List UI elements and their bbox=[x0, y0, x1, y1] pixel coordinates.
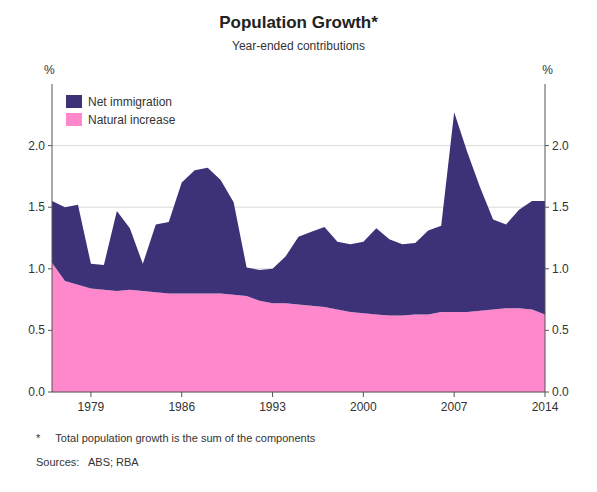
x-tick bbox=[545, 392, 546, 397]
legend-swatch bbox=[66, 113, 82, 126]
y-axis-line bbox=[52, 84, 53, 392]
x-tick-label: 1986 bbox=[168, 400, 195, 414]
y2-tick bbox=[545, 145, 549, 146]
y-tick bbox=[48, 392, 52, 393]
y2-tick-label: 1.0 bbox=[552, 262, 569, 276]
x-axis-line bbox=[52, 392, 545, 393]
y2-axis-line bbox=[545, 84, 546, 392]
legend-label: Net immigration bbox=[88, 95, 172, 109]
y-tick bbox=[48, 207, 52, 208]
x-tick bbox=[454, 392, 455, 397]
plot-area bbox=[52, 112, 545, 392]
y2-tick-label: 2.0 bbox=[552, 139, 569, 153]
y-tick-label: 1.0 bbox=[28, 262, 45, 276]
y2-tick bbox=[545, 330, 549, 331]
x-tick-label: 2014 bbox=[532, 400, 559, 414]
chart: Population Growth* Year-ended contributio… bbox=[0, 0, 597, 492]
y-tick-label: 0.0 bbox=[28, 385, 45, 399]
y2-tick bbox=[545, 207, 549, 208]
y2-tick-label: 0.5 bbox=[552, 323, 569, 337]
y2-axis-label: % bbox=[542, 63, 553, 77]
y-tick bbox=[48, 330, 52, 331]
y-tick-label: 2.0 bbox=[28, 139, 45, 153]
axes: 1979198619932000200720140.00.51.01.52.00… bbox=[28, 84, 569, 414]
x-tick bbox=[90, 392, 91, 397]
x-tick bbox=[181, 392, 182, 397]
x-tick-label: 2000 bbox=[350, 400, 377, 414]
x-tick bbox=[272, 392, 273, 397]
y2-tick-label: 1.5 bbox=[552, 200, 569, 214]
x-tick bbox=[363, 392, 364, 397]
y-tick-label: 0.5 bbox=[28, 323, 45, 337]
subtitle: Year-ended contributions bbox=[232, 39, 365, 53]
x-tick-label: 2007 bbox=[441, 400, 468, 414]
title: Population Growth* bbox=[219, 13, 378, 32]
y2-tick bbox=[545, 392, 549, 393]
grid-line bbox=[52, 392, 545, 393]
legend-label: Natural increase bbox=[88, 113, 176, 127]
y-axis-label: % bbox=[44, 63, 55, 77]
grid-line bbox=[52, 145, 545, 146]
legend-box bbox=[60, 88, 200, 134]
y-tick-label: 1.5 bbox=[28, 200, 45, 214]
area bbox=[52, 112, 545, 315]
y2-tick bbox=[545, 268, 549, 269]
legend: Net immigration Natural increase bbox=[60, 88, 200, 134]
x-tick-label: 1993 bbox=[259, 400, 286, 414]
y-tick bbox=[48, 145, 52, 146]
y2-tick-label: 0.0 bbox=[552, 385, 569, 399]
chart-container: Population Growth* Year-ended contributio… bbox=[0, 0, 597, 492]
sources: Sources: ABS; RBA bbox=[36, 456, 139, 468]
footnote: * Total population growth is the sum of … bbox=[36, 432, 316, 444]
y-tick bbox=[48, 268, 52, 269]
x-tick-label: 1979 bbox=[78, 400, 105, 414]
legend-swatch bbox=[66, 95, 82, 108]
